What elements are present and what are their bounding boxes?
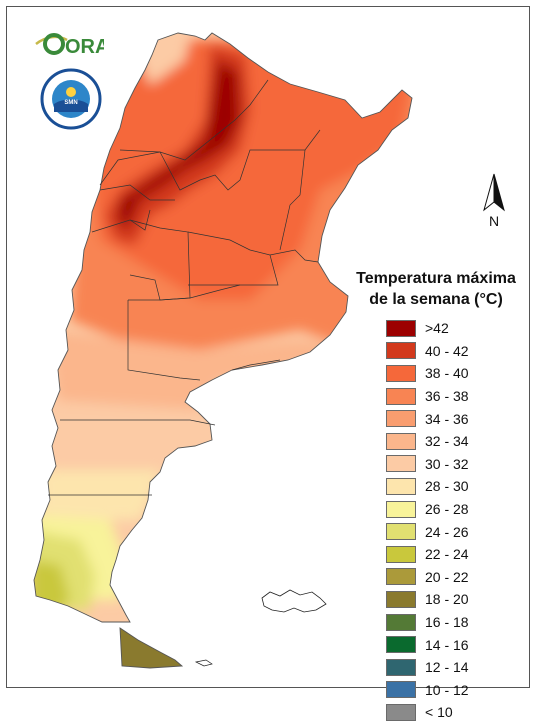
legend-swatch xyxy=(386,568,416,586)
legend-swatch xyxy=(386,545,416,563)
zone-32-34 xyxy=(50,330,350,420)
tierra-del-fuego xyxy=(119,627,184,669)
seal-center-text: SMN xyxy=(64,100,77,106)
legend-swatch xyxy=(386,523,416,541)
legend-label: 22 - 24 xyxy=(425,546,469,563)
legend-swatch xyxy=(386,455,416,473)
legend-label: >42 xyxy=(425,320,449,337)
legend-swatch xyxy=(386,703,416,721)
legend-label: 20 - 22 xyxy=(425,568,469,585)
legend-item: 14 - 16 xyxy=(386,633,469,656)
legend-swatch xyxy=(386,590,416,608)
legend-item: 18 - 20 xyxy=(386,588,469,611)
legend-label: 34 - 36 xyxy=(425,410,469,427)
ora-logo: ORA xyxy=(34,28,109,65)
legend-item: 38 - 40 xyxy=(386,362,469,385)
legend-swatch xyxy=(386,477,416,495)
logo-o-ring xyxy=(43,33,65,55)
sun-icon xyxy=(66,87,76,97)
logo-text: ORA xyxy=(65,36,104,58)
legend-label: 38 - 40 xyxy=(425,365,469,382)
zone-38-40 xyxy=(90,40,412,300)
smn-seal: SMN xyxy=(40,68,102,135)
legend-label: 36 - 38 xyxy=(425,388,469,405)
legend-item: 12 - 14 xyxy=(386,656,469,679)
legend-label: 12 - 14 xyxy=(425,659,469,676)
legend-item: 16 - 18 xyxy=(386,611,469,634)
legend-item: 32 - 34 xyxy=(386,430,469,453)
north-arrow-icon: N xyxy=(480,172,510,237)
legend-item: 24 - 26 xyxy=(386,520,469,543)
legend-swatch xyxy=(386,658,416,676)
legend-item: 30 - 32 xyxy=(386,453,469,476)
country-outline xyxy=(33,32,413,623)
province-boundaries xyxy=(48,79,321,496)
legend-title: Temperatura máxima de la semana (°C) xyxy=(336,268,536,310)
legend-item: 40 - 42 xyxy=(386,340,469,363)
legend-item: >42 xyxy=(386,317,469,340)
malvinas-islands xyxy=(261,589,327,613)
legend-label: 30 - 32 xyxy=(425,455,469,472)
legend-swatch xyxy=(386,636,416,654)
legend-item: < 10 xyxy=(386,701,469,724)
legend-item: 10 - 12 xyxy=(386,679,469,702)
legend-swatch xyxy=(386,387,416,405)
zone-over-42 xyxy=(118,60,240,228)
legend-swatch xyxy=(386,500,416,518)
legend-item: 28 - 30 xyxy=(386,475,469,498)
legend-swatch xyxy=(386,410,416,428)
legend-item: 34 - 36 xyxy=(386,407,469,430)
zone-30-32 xyxy=(50,400,215,470)
isla-de-los-estados xyxy=(194,659,213,667)
legend-label: 14 - 16 xyxy=(425,636,469,653)
legend-swatch xyxy=(386,319,416,337)
legend-swatch xyxy=(386,364,416,382)
legend-swatch xyxy=(386,432,416,450)
legend-item: 26 - 28 xyxy=(386,498,469,521)
argentina-temperature-map xyxy=(33,32,413,669)
legend-label: < 10 xyxy=(425,704,453,721)
legend-label: 24 - 26 xyxy=(425,523,469,540)
legend-label: 18 - 20 xyxy=(425,591,469,608)
legend-label: 32 - 34 xyxy=(425,433,469,450)
legend-title-line1: Temperatura máxima xyxy=(356,270,516,287)
legend-swatch xyxy=(386,342,416,360)
legend-item: 20 - 22 xyxy=(386,566,469,589)
legend-label: 26 - 28 xyxy=(425,501,469,518)
legend-item: 36 - 38 xyxy=(386,385,469,408)
legend-label: 16 - 18 xyxy=(425,614,469,631)
legend-item: 22 - 24 xyxy=(386,543,469,566)
legend-label: 28 - 30 xyxy=(425,478,469,495)
north-label: N xyxy=(489,213,499,229)
legend-swatch xyxy=(386,613,416,631)
legend: >42 40 - 42 38 - 40 36 - 38 34 - 36 32 - 34 30… xyxy=(386,317,469,724)
legend-label: 40 - 42 xyxy=(425,342,469,359)
legend-label: 10 - 12 xyxy=(425,681,469,698)
legend-title-line2: de la semana (°C) xyxy=(369,291,503,308)
